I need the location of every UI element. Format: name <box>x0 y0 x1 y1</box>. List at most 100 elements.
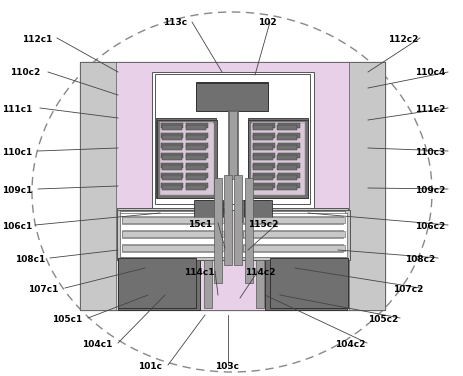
Text: 107c2: 107c2 <box>392 285 422 294</box>
Bar <box>162 165 181 170</box>
Bar <box>80 62 116 310</box>
Bar <box>276 125 296 130</box>
Bar <box>161 153 182 158</box>
Bar <box>118 258 200 310</box>
Bar <box>162 125 181 130</box>
Bar <box>349 62 384 310</box>
Bar <box>80 62 384 310</box>
Text: 107c1: 107c1 <box>28 285 58 294</box>
Bar <box>252 175 272 180</box>
Bar <box>240 211 344 257</box>
Bar <box>186 133 207 138</box>
Bar <box>244 200 271 220</box>
Bar <box>224 175 232 265</box>
Bar <box>277 133 300 138</box>
Bar <box>277 143 300 148</box>
Text: 110c1: 110c1 <box>2 148 32 157</box>
Bar <box>195 83 268 111</box>
Bar <box>238 208 347 260</box>
Bar <box>115 62 349 310</box>
Bar <box>122 231 224 237</box>
Text: 111c2: 111c2 <box>414 105 444 114</box>
Bar <box>80 62 115 310</box>
Bar <box>161 173 182 178</box>
Bar <box>252 135 272 140</box>
Bar <box>117 208 226 260</box>
Bar <box>161 163 182 168</box>
Bar <box>186 125 206 130</box>
Bar <box>162 175 181 180</box>
Bar <box>276 155 296 160</box>
Bar <box>243 231 344 237</box>
Bar <box>276 165 296 170</box>
Bar <box>80 62 384 310</box>
Bar <box>120 213 225 257</box>
Bar <box>186 143 207 148</box>
Bar <box>156 120 217 198</box>
Bar <box>213 178 221 283</box>
Text: 106c1: 106c1 <box>2 222 32 231</box>
Bar <box>252 185 272 190</box>
Bar <box>186 175 206 180</box>
Bar <box>204 260 212 308</box>
Text: 110c2: 110c2 <box>10 68 40 77</box>
Bar <box>243 245 344 251</box>
Bar <box>256 260 263 308</box>
Bar <box>252 163 275 168</box>
Bar <box>186 173 207 178</box>
Text: 105c1: 105c1 <box>52 315 82 324</box>
Bar <box>252 123 275 128</box>
Bar <box>243 244 342 252</box>
Bar <box>122 217 224 223</box>
Bar <box>162 145 181 150</box>
Text: 115c2: 115c2 <box>247 220 278 229</box>
Bar <box>162 185 181 190</box>
Bar <box>227 110 238 178</box>
Bar <box>252 165 272 170</box>
Text: 105c2: 105c2 <box>367 315 397 324</box>
Text: 113c: 113c <box>163 18 187 27</box>
Bar <box>186 185 206 190</box>
Text: 106c2: 106c2 <box>414 222 444 231</box>
Bar <box>276 135 296 140</box>
Text: 108c2: 108c2 <box>404 255 434 264</box>
Bar <box>276 145 296 150</box>
Bar <box>277 153 300 158</box>
Bar <box>276 175 296 180</box>
Bar <box>161 183 182 188</box>
Bar <box>194 200 223 222</box>
Bar <box>120 211 224 257</box>
Bar <box>348 62 384 310</box>
Text: 109c1: 109c1 <box>2 186 32 195</box>
Bar <box>186 163 207 168</box>
Bar <box>117 210 229 260</box>
Bar <box>269 258 347 308</box>
Bar <box>186 123 207 128</box>
Bar <box>250 121 304 195</box>
Text: 109c2: 109c2 <box>414 186 444 195</box>
Bar <box>186 153 207 158</box>
Text: 102: 102 <box>257 18 276 27</box>
Bar <box>161 143 182 148</box>
Text: 112c2: 112c2 <box>387 35 418 44</box>
Bar <box>118 258 195 308</box>
Bar <box>156 118 216 198</box>
Text: 104c2: 104c2 <box>334 340 364 349</box>
Bar <box>252 183 275 188</box>
Bar <box>247 118 307 198</box>
Text: 111c1: 111c1 <box>2 105 32 114</box>
Bar <box>277 183 300 188</box>
Bar <box>252 145 272 150</box>
Bar <box>252 153 275 158</box>
Text: 15c1: 15c1 <box>188 220 212 229</box>
Bar <box>122 230 221 238</box>
Bar <box>162 135 181 140</box>
Bar <box>159 121 213 195</box>
Bar <box>243 216 342 224</box>
Bar <box>186 155 206 160</box>
Bar <box>229 111 237 179</box>
Bar <box>252 155 272 160</box>
Bar <box>160 123 213 195</box>
Bar <box>161 123 182 128</box>
Bar <box>122 245 224 251</box>
